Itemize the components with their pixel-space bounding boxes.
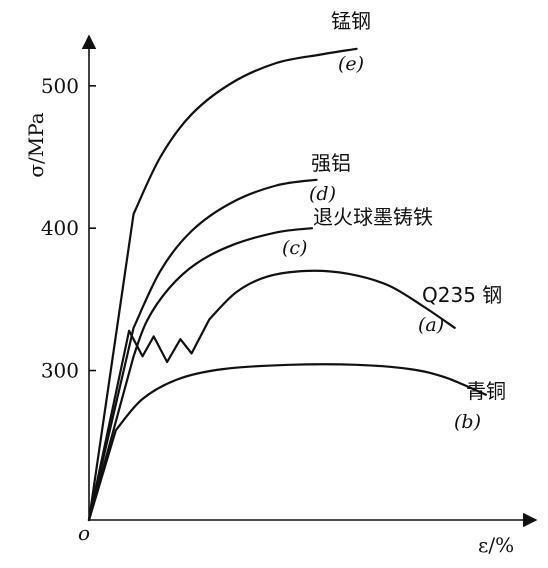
series-line-b — [87, 363, 487, 522]
series-line-a — [87, 269, 456, 522]
y-tick-label-500: 500 — [41, 74, 79, 98]
series-tag-e: (e) — [338, 53, 364, 75]
series-labels: 锰钢 (e) 强铝 (d) 退火球墨铸铁 (c) Q235 钢 (a) 青铜 (… — [282, 9, 506, 433]
y-axis-label: σ/MPa — [24, 112, 48, 177]
series-layer — [87, 47, 487, 522]
series-line-d — [87, 178, 318, 522]
axes — [81, 34, 538, 528]
y-ticks: 300 400 500 — [41, 74, 96, 383]
origin-label: o — [78, 521, 90, 545]
series-name-d: 强铝 — [311, 151, 351, 175]
series-tag-b: (b) — [454, 411, 481, 433]
series-line-c — [87, 227, 314, 522]
series-tag-d: (d) — [309, 183, 336, 205]
x-axis-label: ε/% — [478, 533, 514, 557]
y-tick-label-300: 300 — [41, 359, 79, 383]
series-name-b: 青铜 — [466, 379, 506, 403]
series-line-e — [87, 47, 358, 522]
series-name-c: 退火球墨铸铁 — [313, 205, 433, 229]
series-tag-a: (a) — [418, 314, 444, 336]
series-name-a: Q235 钢 — [422, 283, 502, 307]
y-tick-label-400: 400 — [41, 216, 79, 240]
series-tag-c: (c) — [282, 237, 307, 259]
series-name-e: 锰钢 — [331, 9, 371, 33]
